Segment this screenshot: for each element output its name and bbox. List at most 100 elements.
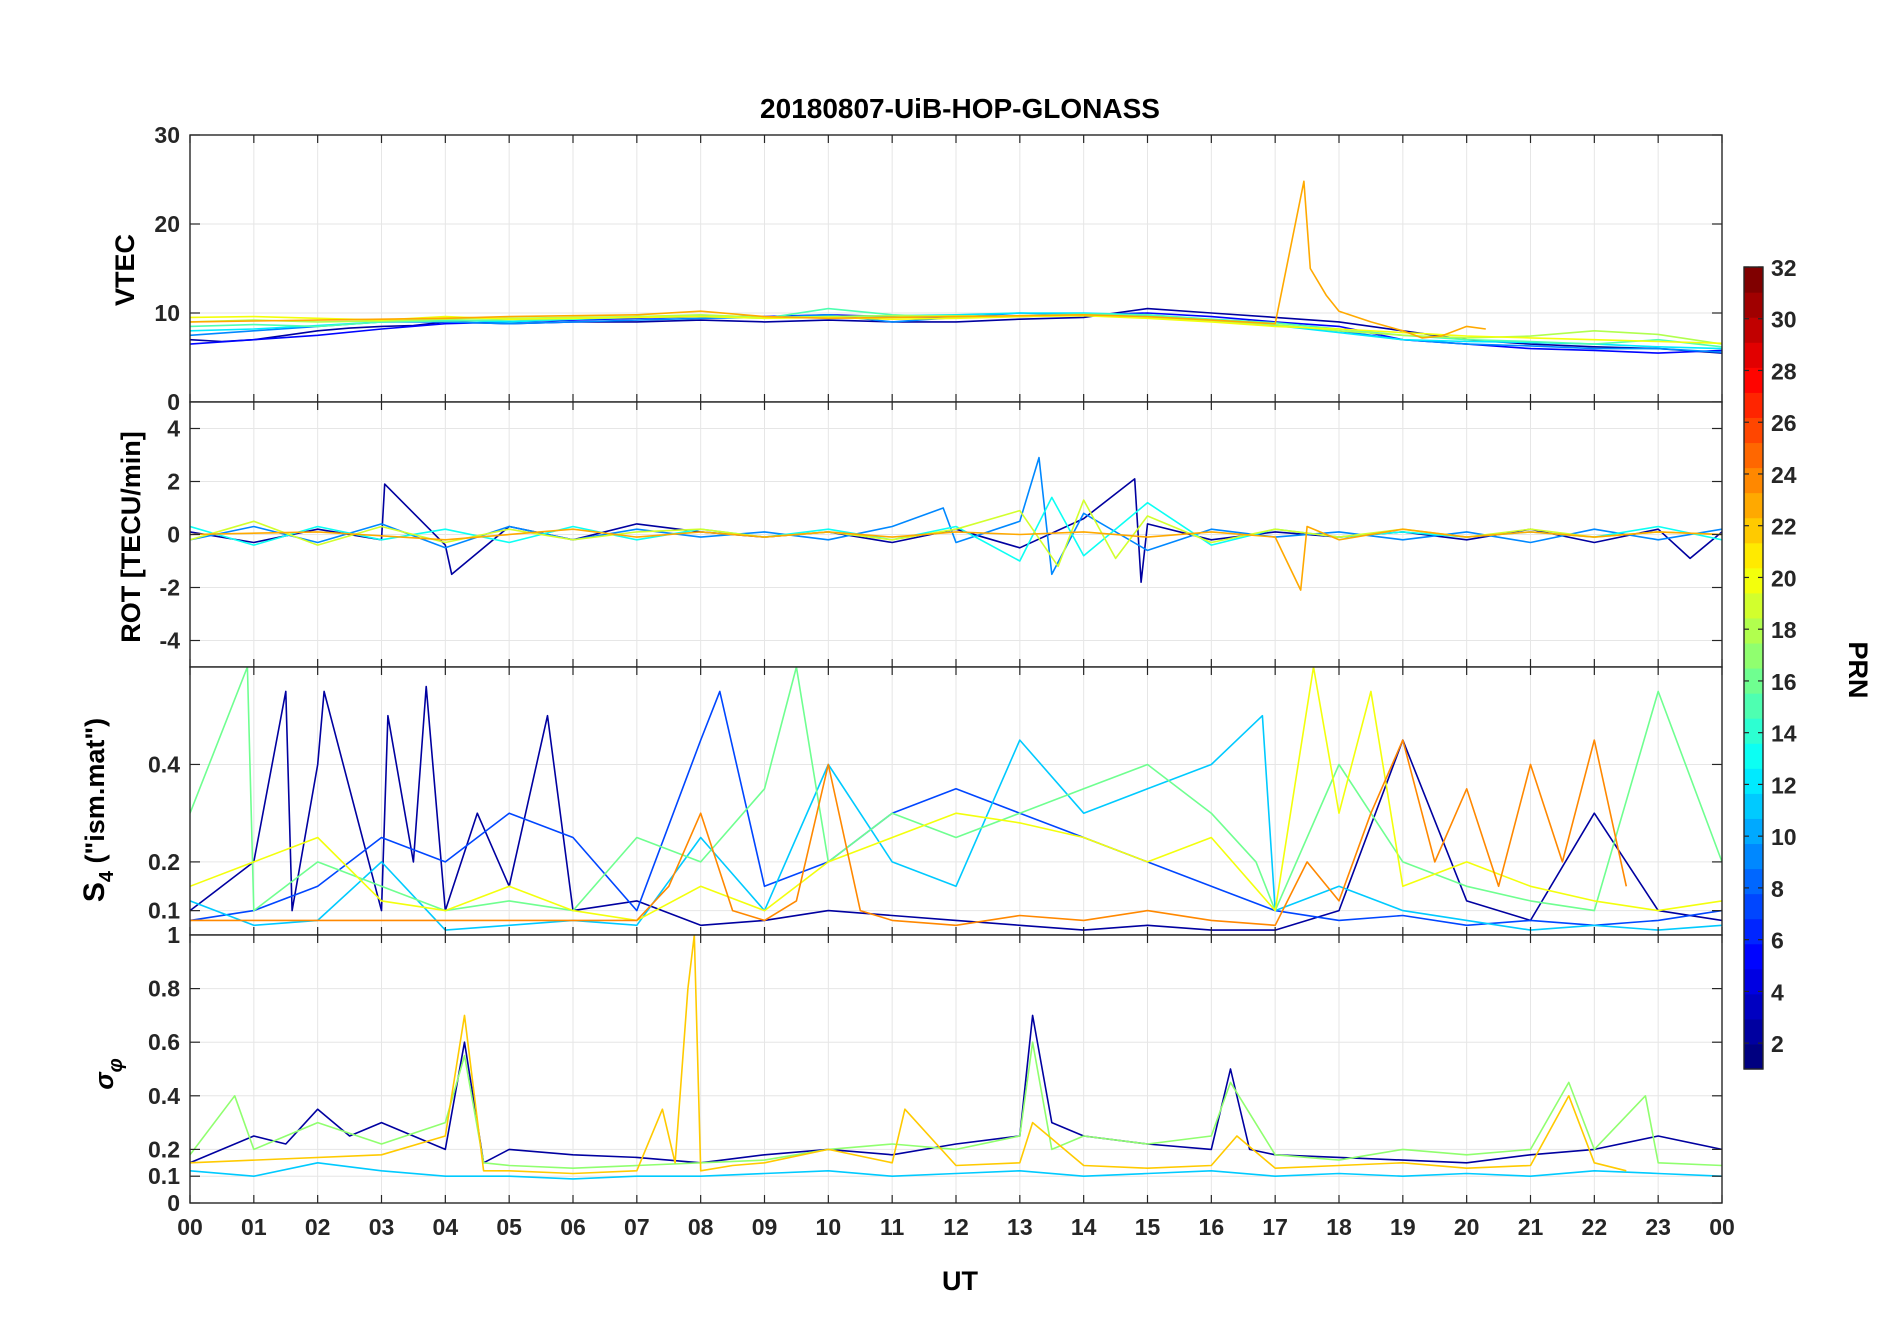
x-tick-label: 02 xyxy=(305,1214,331,1240)
s4-y-label: S4 ("ism.mat") xyxy=(78,718,118,902)
x-tick-label: 16 xyxy=(1199,1214,1225,1240)
colorbar-tick-label: 4 xyxy=(1771,979,1784,1005)
colorbar-tick-label: 30 xyxy=(1771,307,1797,333)
vtec-series-group xyxy=(190,180,1722,354)
colorbar-segment xyxy=(1744,467,1763,494)
colorbar-tick-label: 14 xyxy=(1771,721,1797,747)
colorbar-tick-label: 6 xyxy=(1771,928,1784,954)
colorbar-tick-label: 28 xyxy=(1771,358,1797,384)
colorbar-segment xyxy=(1744,993,1763,1020)
colorbar-segment xyxy=(1744,517,1763,544)
sigma-series-prn-22 xyxy=(190,935,1627,1175)
s4-y-label-sub: 4 xyxy=(96,870,118,882)
rot-ytick-label: 4 xyxy=(167,416,180,442)
x-axis-label: UT xyxy=(942,1266,978,1296)
vtec-series-prn-18 xyxy=(190,314,1722,345)
x-tick-label: 12 xyxy=(943,1214,969,1240)
colorbar-segment xyxy=(1744,542,1763,569)
x-tick-label: 13 xyxy=(1007,1214,1033,1240)
colorbar-tick-label: 12 xyxy=(1771,772,1797,798)
sigma-y-label-sub: φ xyxy=(105,1058,127,1072)
x-tick-label: 06 xyxy=(560,1214,586,1240)
s4-series-prn-24 xyxy=(190,739,1628,927)
sigma-series-group xyxy=(190,935,1722,1180)
sigma-ytick-label: 0 xyxy=(167,1190,180,1216)
colorbar-frame xyxy=(1743,266,1764,1070)
s4-y-label-main: S xyxy=(78,882,111,902)
colorbar-tick-label: 8 xyxy=(1771,876,1784,902)
x-tick-label: 00 xyxy=(177,1214,203,1240)
rot-ytick-label: 2 xyxy=(167,469,180,495)
sigma-ytick-label: 0.6 xyxy=(148,1029,180,1055)
vtec-series-prn-23 xyxy=(190,180,1486,339)
colorbar-segment xyxy=(1744,943,1763,970)
rot-ytick-label: 0 xyxy=(167,522,180,548)
vtec-ytick-label: 10 xyxy=(154,300,180,326)
x-tick-label: 15 xyxy=(1135,1214,1161,1240)
colorbar-segment xyxy=(1744,743,1763,769)
colorbar-segment xyxy=(1744,793,1763,819)
rot-ytick-label: -4 xyxy=(160,628,181,654)
x-tick-label: 01 xyxy=(241,1214,267,1240)
colorbar-segment xyxy=(1744,718,1763,744)
rot-ytick-label: -2 xyxy=(160,575,180,601)
s4-series-prn-20 xyxy=(190,667,1722,922)
sigma-series-prn-11 xyxy=(190,1162,1722,1180)
x-tick-label: 08 xyxy=(688,1214,714,1240)
colorbar-tick-label: 32 xyxy=(1771,255,1797,281)
colorbar-segment xyxy=(1744,567,1763,594)
rot-series-prn-23 xyxy=(190,525,1722,591)
figure-title: 20180807-UiB-HOP-GLONASS xyxy=(760,93,1160,124)
colorbar-segment xyxy=(1744,442,1763,469)
s4-series-prn-7 xyxy=(190,690,1722,927)
colorbar-tick-label: 20 xyxy=(1771,565,1797,591)
colorbar-segment xyxy=(1744,267,1763,293)
sigma-ytick-label: 0.8 xyxy=(148,976,180,1002)
vtec-series-prn-12 xyxy=(190,312,1722,350)
colorbar-segment xyxy=(1744,392,1763,418)
s4-series-group xyxy=(190,667,1722,931)
s4-series-prn-11 xyxy=(190,714,1722,931)
colorbar-segment xyxy=(1744,317,1763,343)
x-tick-label: 05 xyxy=(496,1214,522,1240)
x-tick-label: 23 xyxy=(1645,1214,1671,1240)
colorbar-segment xyxy=(1744,668,1763,694)
sigma-y-label: σφ xyxy=(89,1058,127,1089)
colorbar-segment xyxy=(1744,642,1763,669)
colorbar-segment xyxy=(1744,918,1763,945)
sigma-ytick-label: 0.2 xyxy=(148,1136,180,1162)
sigma-ytick-label: 0.4 xyxy=(148,1083,180,1109)
colorbar-segment xyxy=(1744,843,1763,870)
colorbar-segment xyxy=(1744,342,1763,368)
colorbar-tick-label: 24 xyxy=(1771,462,1797,488)
x-tick-label: 19 xyxy=(1390,1214,1416,1240)
rot-series-group xyxy=(190,456,1722,591)
s4-panel: 0.1 0.2 0.4 xyxy=(148,666,1723,936)
vtec-ytick-label: 20 xyxy=(154,211,180,237)
colorbar-tick-label: 26 xyxy=(1771,410,1797,436)
x-tick-label: 09 xyxy=(752,1214,778,1240)
vtec-panel: 0 10 20 30 xyxy=(154,122,1723,415)
x-tick-label: 18 xyxy=(1326,1214,1352,1240)
x-tick-label: 14 xyxy=(1071,1214,1097,1240)
x-tick-label: 03 xyxy=(369,1214,395,1240)
colorbar-segment xyxy=(1744,893,1763,920)
sigma-series-prn-17 xyxy=(190,1041,1722,1169)
x-tick-label: 22 xyxy=(1582,1214,1608,1240)
x-tick-label: 10 xyxy=(816,1214,842,1240)
colorbar-segment xyxy=(1744,1043,1763,1070)
rot-series-prn-2 xyxy=(190,478,1722,583)
s4-ytick-label: 0.2 xyxy=(148,849,180,875)
colorbar-segment xyxy=(1744,492,1763,519)
colorbar-tick-label: 10 xyxy=(1771,824,1797,850)
sigma-y-label-main: σ xyxy=(89,1071,119,1090)
vtec-y-label: VTEC xyxy=(110,234,140,306)
x-tick-label: 11 xyxy=(880,1214,905,1240)
colorbar-segment xyxy=(1744,868,1763,895)
s4-ytick-label: 0.4 xyxy=(148,751,180,777)
x-tick-label: 04 xyxy=(433,1214,459,1240)
sigma-ytick-label: 0.1 xyxy=(148,1163,180,1189)
sigma-phi-panel: 00.10.2 0.4 0.6 0.8 1 00 01 02 03 04 05 06 07 08 09 10 1… xyxy=(148,922,1735,1240)
